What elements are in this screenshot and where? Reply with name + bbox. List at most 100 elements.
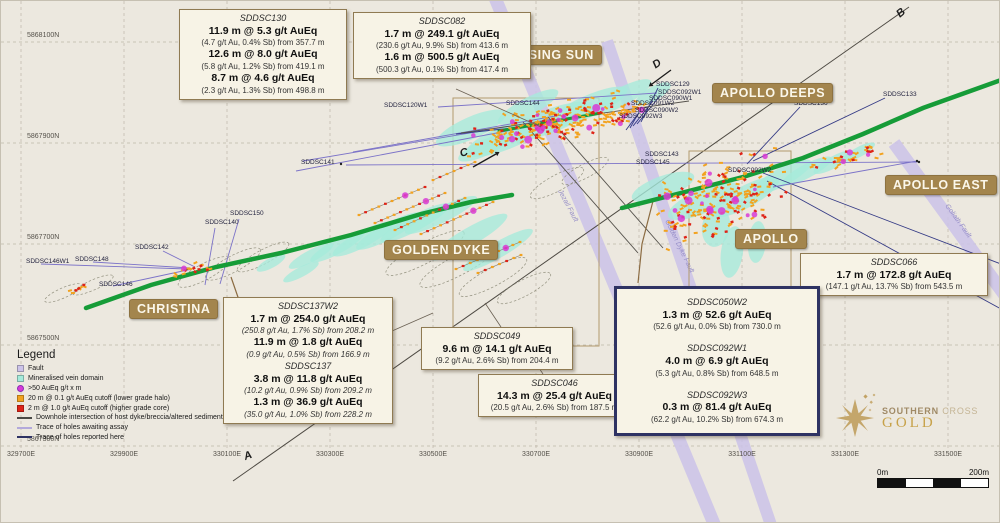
intercept-group: SDDSC137 3.8 m @ 11.8 g/t AuEq (10.2 g/t A… — [229, 361, 387, 420]
intercept-dot — [701, 184, 706, 189]
legend-swatch — [17, 384, 24, 392]
intercept-dot — [706, 212, 710, 216]
intercept-group: SDDSC050W2 1.3 m @ 52.6 g/t AuEq (52.6 g/t… — [622, 297, 812, 332]
intercept-dot — [602, 117, 608, 121]
intercept-dot — [781, 170, 787, 174]
intercept-dot — [473, 127, 477, 131]
intercept-dot — [854, 151, 860, 156]
axis-label-east: 331300E — [830, 451, 860, 458]
high-grade-dot — [592, 103, 601, 112]
intercept-dot — [480, 142, 484, 145]
intercept-dot — [545, 141, 550, 146]
intercept-dot — [676, 210, 681, 215]
hole-label-sddsc148: SDDSC148 — [75, 256, 109, 263]
intercept-dot — [719, 195, 724, 200]
intercept-dot — [390, 199, 394, 203]
vein-outline-ellipse — [561, 156, 609, 186]
high-grade-dot — [700, 201, 704, 206]
intercept-dot — [598, 117, 603, 121]
intercept-dot — [723, 175, 727, 179]
intercept-grade: 14.3 m @ 25.4 g/t AuEq — [497, 389, 612, 402]
intercept-dot — [696, 210, 701, 213]
intercept-dot — [735, 206, 740, 210]
scale-segment — [933, 479, 961, 487]
intercept-dot — [562, 136, 566, 141]
intercept-dot — [67, 289, 73, 293]
legend-label: Trace of holes awaiting assay — [36, 424, 128, 432]
logo-line1: SOUTHERN CROSS — [882, 405, 979, 416]
intercept-dot — [714, 192, 718, 196]
high-grade-dot — [520, 144, 525, 149]
vein-outline-ellipse — [177, 256, 231, 288]
hole-id: SDDSC050W2 — [686, 297, 748, 307]
intercept-dot — [738, 191, 743, 196]
intercept-dot — [768, 182, 772, 186]
section-marker-d: D — [650, 56, 664, 72]
intercept-dot — [491, 133, 497, 137]
intercept-dot — [811, 163, 816, 167]
intercept-grade: 1.3 m @ 36.9 g/t AuEq — [253, 396, 363, 409]
intercept-dot — [671, 198, 676, 202]
intercept-dot — [717, 173, 721, 178]
intercept-dot — [616, 117, 621, 120]
intercept-dot — [697, 193, 702, 198]
intercept-dot — [579, 123, 585, 128]
axis-label-east: 331500E — [933, 451, 963, 458]
intercept-dot — [697, 179, 702, 184]
intercept-group: SDDSC046 14.3 m @ 25.4 g/t AuEq (20.5 g/t … — [484, 378, 625, 413]
intercept-dot — [498, 262, 501, 266]
vein-outline-ellipse — [236, 241, 290, 273]
intercept-dot — [655, 211, 661, 217]
axis-label-north: 5868100N — [27, 32, 60, 39]
drill-trace — [219, 218, 240, 285]
intercept-dot — [197, 268, 201, 271]
intercept-dot — [478, 206, 482, 209]
intercept-dot — [514, 121, 518, 125]
intercept-dot — [576, 113, 582, 117]
intercept-dot — [637, 102, 643, 106]
intercept-dot — [497, 249, 501, 253]
intercept-dot — [417, 188, 420, 191]
intercept-dot — [766, 185, 771, 189]
legend-swatch — [17, 416, 32, 419]
vein-ellipse — [256, 254, 286, 272]
intercept-dot — [558, 123, 564, 128]
intercept-dot — [539, 123, 543, 127]
zone-label-apollo-east: APOLLO EAST — [885, 175, 997, 195]
intercept-detail: (500.3 g/t Au, 0.1% Sb) from 417.4 m — [375, 64, 509, 74]
intercept-dot — [665, 247, 671, 252]
intercept-dot — [519, 135, 524, 140]
intercept-dot — [546, 130, 550, 133]
intercept-dot — [809, 165, 814, 169]
intercept-dot — [575, 107, 580, 110]
intercept-dot — [582, 118, 587, 121]
intercept-dot — [459, 166, 463, 170]
intercept-dot — [676, 195, 680, 199]
intercept-dot — [663, 229, 668, 232]
intercept-dot — [520, 114, 525, 117]
intercept-dot — [729, 187, 735, 191]
intercept-dot — [711, 190, 716, 193]
intercept-dot — [514, 119, 519, 122]
intercept-dot — [483, 268, 487, 272]
intercept-dot — [488, 150, 494, 155]
intercept-dot — [735, 182, 740, 186]
intercept-dot — [181, 272, 186, 276]
intercept-dot — [729, 194, 734, 198]
intercept-dot — [710, 234, 715, 239]
intercept-dot — [519, 253, 523, 257]
intercept-dot — [744, 195, 749, 199]
intercept-dot — [661, 180, 667, 185]
intercept-detail: (230.6 g/t Au, 9.9% Sb) from 413.6 m — [375, 41, 509, 51]
hole-id: SDDSC092W1 — [686, 343, 748, 354]
intercept-dot — [730, 220, 734, 224]
intercept-dot — [687, 208, 693, 212]
intercept-dot — [454, 267, 458, 271]
intercept-dot — [693, 192, 698, 195]
intercept-dot — [688, 222, 692, 226]
intercept-dot — [851, 158, 855, 162]
intercept-dot — [193, 269, 198, 274]
intercept-dot — [397, 197, 400, 200]
vein-ellipse — [283, 261, 319, 283]
